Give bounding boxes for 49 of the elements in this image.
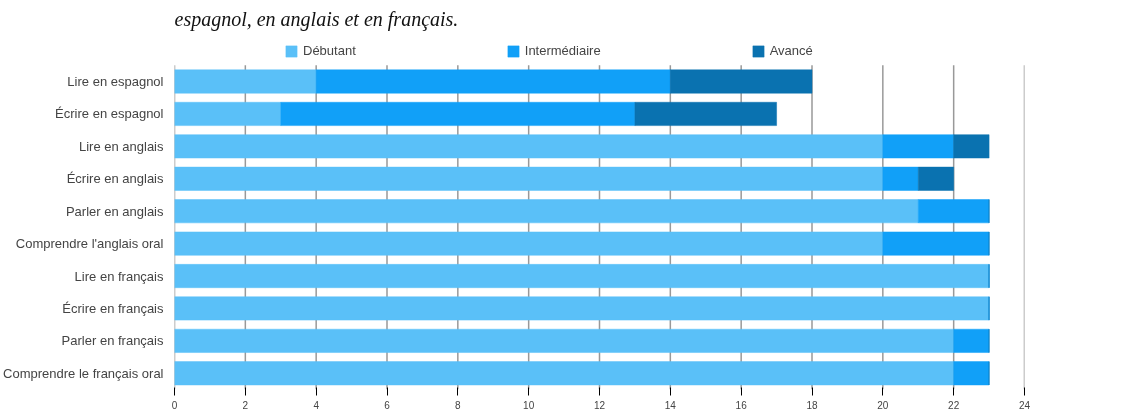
legend-label: Avancé [769, 43, 813, 58]
bar [315, 69, 671, 94]
x-tick-label: 24 [1018, 399, 1031, 411]
bar [174, 166, 884, 191]
y-tick-label: Lire en espagnol [67, 74, 164, 90]
x-tick-label: 0 [171, 399, 178, 411]
bar [174, 296, 990, 321]
y-tick-label: Écrire en anglais [66, 171, 164, 187]
x-tick-label: 16 [735, 399, 748, 411]
y-tick-label: Lire en français [74, 268, 164, 284]
x-tick-label: 10 [523, 399, 535, 411]
x-tick-label: 14 [664, 399, 677, 411]
x-tick-label: 22 [948, 399, 960, 411]
x-tick-label: 6 [384, 399, 391, 411]
bar [634, 102, 777, 126]
bar [174, 199, 919, 224]
chart-title: espagnol, en anglais et en français. [174, 7, 459, 31]
bar [174, 361, 954, 386]
x-tick-label: 18 [806, 399, 818, 411]
bar [953, 361, 990, 386]
y-tick-label: Écrire en français [62, 300, 164, 316]
y-tick-label: Comprendre l'anglais oral [15, 236, 164, 252]
bar [174, 69, 317, 94]
bar [174, 328, 954, 353]
bar [280, 102, 636, 126]
bar [670, 69, 813, 94]
x-tick-label: 8 [455, 399, 462, 411]
y-tick-label: Comprendre le français oral [3, 365, 164, 381]
bar [174, 102, 281, 126]
bar [882, 231, 990, 256]
legend-label: Intermédiaire [524, 43, 601, 58]
x-tick-label: 4 [313, 399, 320, 411]
bar [882, 134, 954, 159]
y-tick-label: Écrire en espagnol [55, 106, 164, 122]
bar [174, 264, 990, 288]
bar [953, 134, 990, 159]
x-tick-label: 12 [593, 399, 606, 411]
bar [882, 166, 919, 191]
y-tick-label: Lire en anglais [78, 138, 164, 154]
bar [953, 328, 990, 353]
y-tick-label: Parler en anglais [65, 203, 164, 219]
bar [918, 166, 954, 191]
x-tick-label: 20 [877, 399, 889, 411]
y-tick-label: Parler en français [61, 333, 164, 349]
bar [918, 199, 990, 224]
bar [174, 134, 884, 159]
x-tick-label: 2 [242, 399, 249, 411]
legend-label: Débutant [303, 43, 356, 58]
bar [174, 231, 884, 256]
